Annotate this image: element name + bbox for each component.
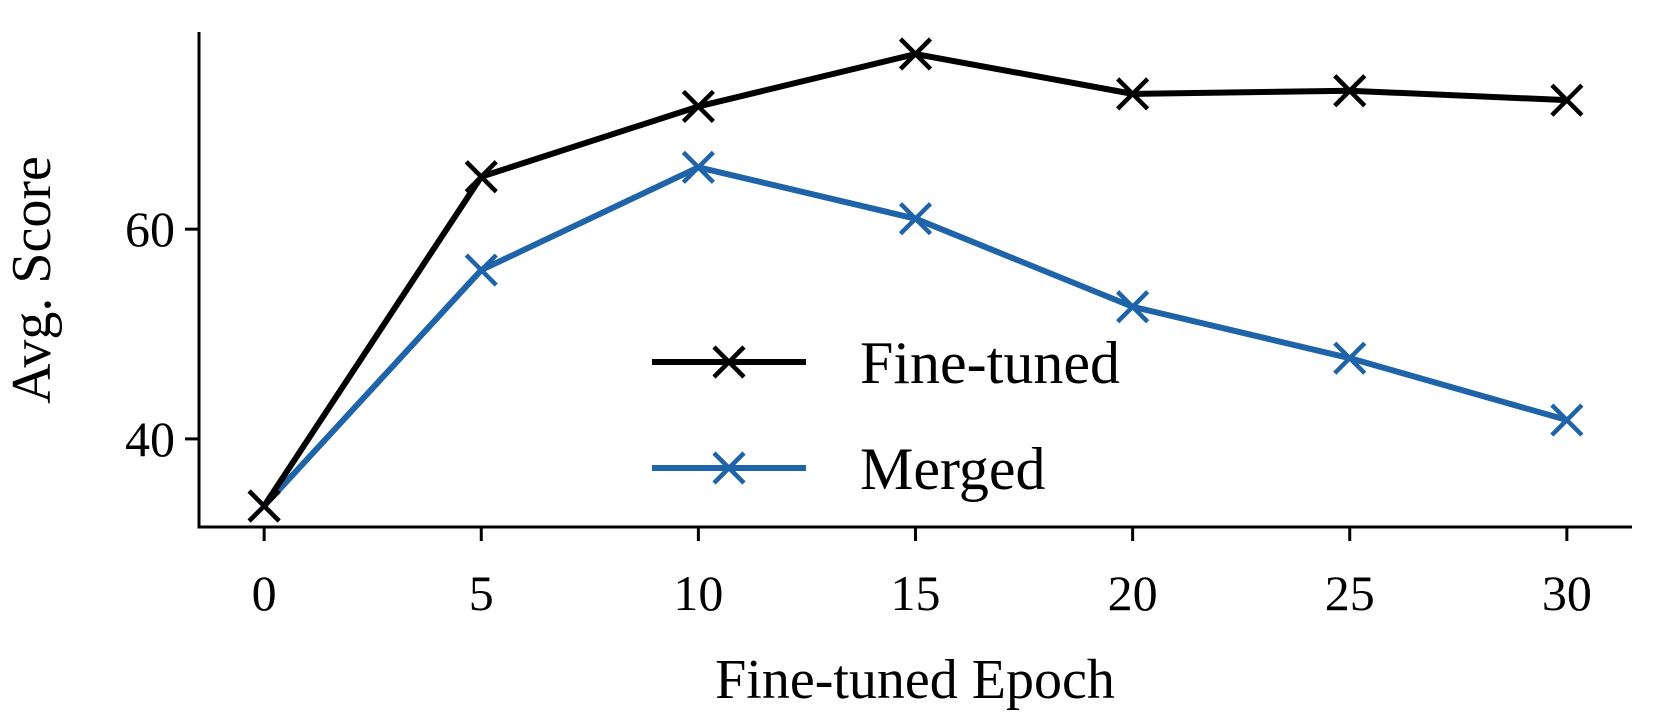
- data-point-merged: [681, 150, 715, 184]
- x-axis-ticks: 0 5 10 15 20 25 30: [252, 527, 1592, 621]
- y-tick-label: 40: [125, 411, 175, 467]
- series-fine-tuned: [247, 37, 1584, 523]
- x-tick-label: 25: [1325, 565, 1375, 621]
- data-point-merged: [898, 202, 933, 236]
- data-point-merged: [1333, 341, 1367, 375]
- data-point-fine-tuned: [464, 160, 498, 194]
- x-tick-label: 5: [469, 565, 494, 621]
- data-point-fine-tuned: [1333, 74, 1367, 108]
- legend-label: Merged: [860, 436, 1046, 502]
- legend: Fine-tuned Merged: [652, 330, 1120, 502]
- y-axis-label: Avg. Score: [1, 156, 63, 404]
- data-point-merged: [1550, 403, 1584, 437]
- x-tick-label: 0: [252, 565, 277, 621]
- x-tick-label: 20: [1108, 565, 1158, 621]
- data-point-fine-tuned: [681, 89, 715, 124]
- legend-item-merged: Merged: [652, 436, 1046, 502]
- data-point-fine-tuned: [1116, 77, 1150, 111]
- x-tick-label: 15: [891, 565, 941, 621]
- x-tick-label: 30: [1542, 565, 1592, 621]
- series-merged: [247, 150, 1584, 523]
- plot-area: [247, 37, 1584, 523]
- legend-marker: [712, 451, 746, 485]
- y-tick-label: 60: [125, 201, 175, 257]
- data-point-fine-tuned: [247, 489, 281, 523]
- data-point-fine-tuned: [1550, 83, 1584, 117]
- x-tick-label: 10: [673, 565, 723, 621]
- data-point-merged: [1116, 290, 1150, 324]
- x-axis-label: Fine-tuned Epoch: [715, 649, 1115, 711]
- legend-label: Fine-tuned: [860, 330, 1120, 396]
- y-axis-ticks: 40 60: [125, 201, 199, 467]
- legend-item-fine-tuned: Fine-tuned: [652, 330, 1120, 396]
- legend-marker: [712, 345, 746, 379]
- data-point-fine-tuned: [898, 37, 933, 71]
- data-point-merged: [464, 253, 498, 287]
